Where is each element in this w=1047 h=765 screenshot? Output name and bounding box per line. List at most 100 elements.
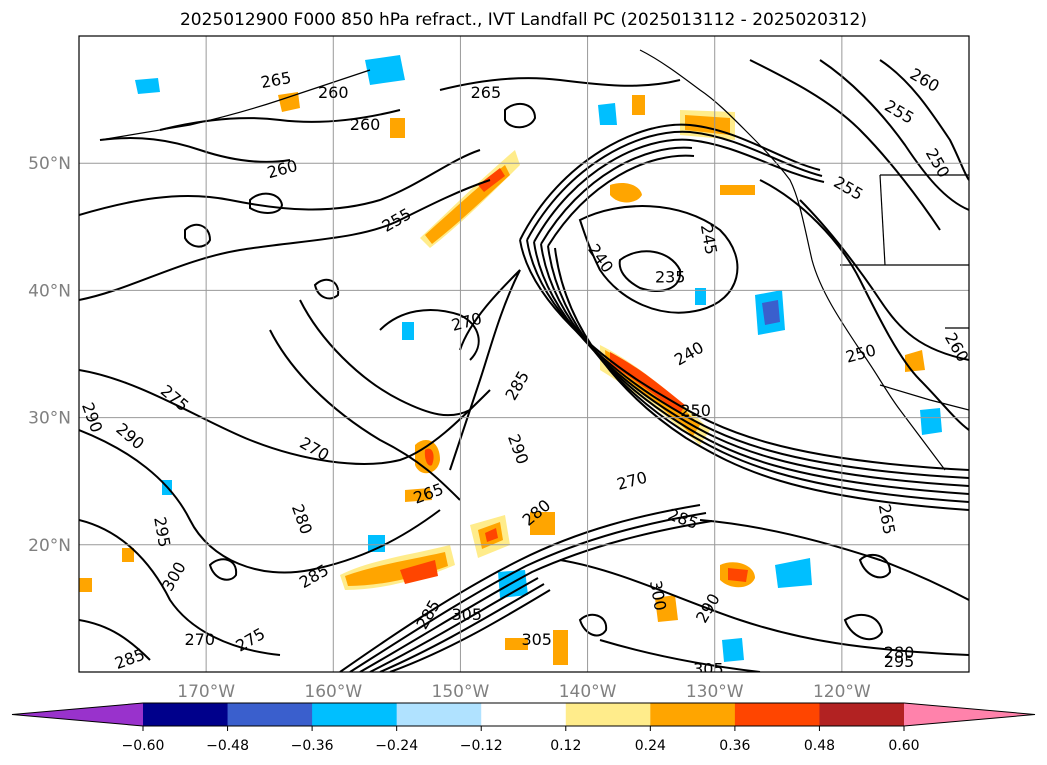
shade-patch (400, 560, 438, 584)
shade-patch (79, 578, 92, 592)
contour-line (79, 519, 281, 656)
contour-line (359, 520, 713, 672)
refractivity-anomaly-shading (79, 55, 942, 665)
coastline (879, 384, 969, 411)
contour-line (79, 429, 441, 574)
contour-line (159, 109, 401, 131)
shade-patch (135, 78, 160, 94)
refractivity-contours (79, 59, 969, 672)
contour-line (504, 102, 537, 129)
colorbar-tick-label: −0.48 (206, 738, 249, 754)
contour-line (184, 223, 212, 248)
contour-line (389, 589, 551, 672)
contour-line (79, 179, 491, 301)
shade-patch (485, 528, 498, 542)
shade-patch (405, 488, 432, 502)
contour-label: 295 (884, 652, 915, 671)
shade-patch (632, 95, 645, 115)
contour-line (578, 205, 739, 314)
colorbar-bin (396, 703, 482, 726)
colorbar-bin (227, 703, 313, 726)
contour-line (79, 619, 151, 661)
map-grid (79, 36, 969, 672)
lon-tick-label: 120°W (813, 682, 871, 702)
shade-patch (920, 408, 942, 435)
colorbar-bin (312, 703, 398, 726)
contour-line (547, 154, 695, 247)
colorbar-bin (650, 703, 736, 726)
colorbar-tick-label: −0.12 (460, 738, 503, 754)
contour-line (249, 192, 284, 214)
contour-line (526, 239, 969, 479)
shade-patch (424, 448, 434, 466)
shade-patch (345, 552, 448, 586)
lon-tick-label: 160°W (304, 682, 362, 702)
shade-patch (553, 630, 568, 665)
contour-label: 305 (693, 659, 724, 678)
contour-line (547, 245, 969, 503)
contour-line (799, 199, 969, 361)
shade-patch (505, 638, 528, 650)
contour-line (540, 243, 969, 495)
colorbar-tick-label: −0.36 (291, 738, 334, 754)
contour-line (519, 239, 969, 471)
shade-patch (368, 535, 385, 552)
shade-patch (610, 183, 642, 203)
shade-patch (775, 558, 812, 588)
shade-patch (695, 288, 706, 305)
contour-line (449, 269, 521, 471)
contour-line (439, 77, 681, 91)
plot-frame (78, 35, 970, 673)
colorbar-bin (481, 703, 567, 726)
colorbar-tick-label: 0.36 (719, 738, 750, 754)
contour-line (540, 146, 693, 245)
contour-line (519, 123, 821, 241)
contour-line (526, 130, 823, 241)
contour-label: 305 (452, 605, 483, 624)
contour-line (208, 558, 238, 581)
contour-line (749, 59, 941, 231)
contour-line (349, 512, 707, 672)
shade-patch (498, 570, 528, 598)
lat-tick-label: 50°N (28, 154, 71, 174)
colorbar-extend-high (904, 703, 1035, 726)
contour-line (819, 59, 969, 211)
contour-line (533, 241, 969, 487)
shade-patch (905, 350, 925, 372)
coastline (99, 69, 371, 141)
contour-line (533, 138, 825, 243)
contour-line (599, 639, 761, 672)
contour-line (79, 369, 491, 465)
contour-label: 280 (884, 643, 915, 662)
colorbar-tick-label: 0.12 (550, 738, 581, 754)
lat-tick-label: 20°N (28, 536, 71, 556)
contour-line (79, 149, 481, 216)
contour-label: 260 (318, 83, 349, 102)
shade-patch (530, 512, 555, 535)
shade-patch (655, 595, 678, 622)
contour-line (339, 504, 701, 672)
colorbar-extend-low (12, 703, 143, 726)
lat-tick-label: 30°N (28, 409, 71, 429)
lon-tick-label: 170°W (177, 682, 235, 702)
colorbar-bin (565, 703, 651, 726)
shade-patch (390, 118, 405, 138)
contour-label: 250 (680, 401, 711, 420)
contour-line (879, 59, 969, 181)
lat-tick-label: 40°N (28, 281, 71, 301)
shade-patch (722, 638, 744, 662)
contour-label: 260 (350, 115, 381, 134)
shade-patch (598, 103, 617, 125)
contour-line (578, 613, 608, 637)
contour-line (379, 583, 545, 672)
shade-patch (478, 168, 505, 192)
contour-line (858, 553, 892, 579)
latitude-ticks: 20°N 30°N 40°N 50°N (28, 154, 71, 556)
colorbar-bin (143, 703, 229, 726)
lon-tick-label: 140°W (559, 682, 617, 702)
shade-patch (365, 55, 405, 85)
contour-line (843, 613, 884, 641)
colorbar-tick-label: 0.48 (804, 738, 835, 754)
